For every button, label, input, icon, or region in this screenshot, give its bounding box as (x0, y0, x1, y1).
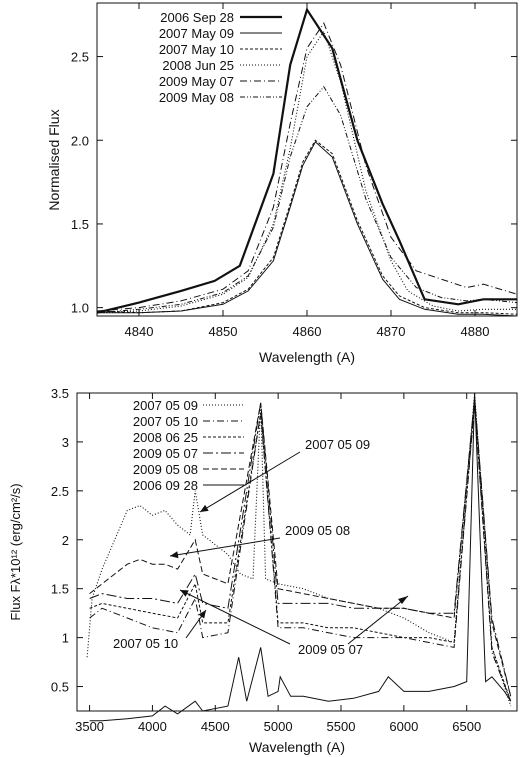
annotation-label: 2007 05 09 (305, 437, 370, 452)
top-y-axis-label: Normalised Flux (46, 109, 62, 210)
y-tick-label: 1 (62, 631, 69, 646)
series-line (89, 402, 512, 702)
annotation-arrowhead (170, 551, 179, 559)
bottom-axis-ticks: 3500 4000 4500 5000 5500 6000 6500 0.5 1 1.5 2 2.5 3… (51, 386, 517, 734)
legend-label: 2009 05 08 (133, 462, 198, 477)
annotation-arrow (179, 589, 291, 645)
top-series-group (96, 7, 518, 317)
y-tick-label: 2.5 (71, 50, 89, 65)
annotation-arrowhead (198, 610, 206, 619)
x-tick-label: 4850 (209, 324, 238, 339)
top-x-axis-label: Wavelength (A) (259, 349, 355, 365)
legend-label: 2007 05 10 (133, 414, 198, 429)
x-tick-label: 4880 (461, 324, 490, 339)
legend-label: 2007 May 09 (159, 26, 234, 41)
y-tick-label: 1.5 (51, 582, 69, 597)
x-tick-label: 5500 (327, 719, 356, 734)
annotation-arrow (169, 537, 281, 557)
series-line (89, 392, 512, 722)
annotation-arrowhead (200, 504, 209, 512)
y-tick-label: 1.0 (71, 301, 89, 316)
legend-label: 2006 Sep 28 (160, 10, 234, 25)
bottom-x-axis-label: Wavelength (A) (249, 739, 345, 755)
bottom-plot-frame (76, 392, 518, 712)
top-chart: 4840 4850 4860 4870 4880 1.0 1.5 2.0 2.5 2006 Se… (46, 2, 518, 365)
annotation-label: 2007 05 10 (113, 636, 178, 651)
bottom-series-group (86, 392, 512, 722)
legend-label: 2009 May 07 (159, 74, 234, 89)
x-tick-label: 3500 (75, 719, 104, 734)
series-line (89, 397, 512, 697)
bottom-y-axis-label: Flux Fλ*10¹² (erg/cm²/s) (8, 483, 23, 620)
x-tick-label: 4500 (201, 719, 230, 734)
top-axis-ticks: 4840 4850 4860 4870 4880 1.0 1.5 2.0 2.5 (71, 3, 517, 339)
series-line (97, 141, 518, 317)
series-line (89, 397, 512, 697)
legend-label: 2009 05 07 (133, 446, 198, 461)
y-tick-label: 1.5 (71, 217, 89, 232)
series-line (96, 22, 518, 312)
legend-label: 2009 May 08 (159, 90, 234, 105)
x-tick-label: 4860 (293, 324, 322, 339)
y-tick-label: 2 (62, 533, 69, 548)
series-line (96, 7, 517, 314)
legend-label: 2007 May 10 (159, 42, 234, 57)
series-line (86, 392, 512, 707)
x-tick-label: 4000 (138, 719, 167, 734)
annotation-arrow (347, 595, 409, 645)
legend-label: 2007 05 09 (133, 398, 198, 413)
x-tick-label: 5000 (264, 719, 293, 734)
y-tick-label: 2.0 (71, 133, 89, 148)
x-tick-label: 6500 (452, 719, 481, 734)
x-tick-label: 6000 (389, 719, 418, 734)
series-line (96, 139, 518, 315)
annotation-arrow (199, 451, 301, 513)
y-tick-label: 2.5 (51, 484, 69, 499)
series-line (89, 402, 512, 702)
legend-label: 2006 09 28 (133, 478, 198, 493)
x-tick-label: 4870 (377, 324, 406, 339)
annotation-arrowhead (180, 590, 189, 597)
annotation-label: 2009 05 08 (285, 523, 350, 538)
legend-label: 2008 Jun 25 (162, 58, 234, 73)
x-tick-label: 4840 (125, 324, 154, 339)
bottom-chart: 3500 4000 4500 5000 5500 6000 6500 0.5 1 1.5 2 2.5 3… (8, 386, 518, 755)
annotation-label: 2009 05 07 (298, 642, 363, 657)
y-tick-label: 0.5 (51, 680, 69, 695)
y-tick-label: 3 (62, 435, 69, 450)
y-tick-label: 3.5 (51, 386, 69, 401)
annotation-arrowhead (398, 596, 408, 604)
legend-label: 2008 06 25 (133, 430, 198, 445)
bottom-annotations: 2007 05 09 2009 05 08 2007 05 10 2009 05 07 (113, 437, 409, 657)
series-line (96, 85, 518, 314)
